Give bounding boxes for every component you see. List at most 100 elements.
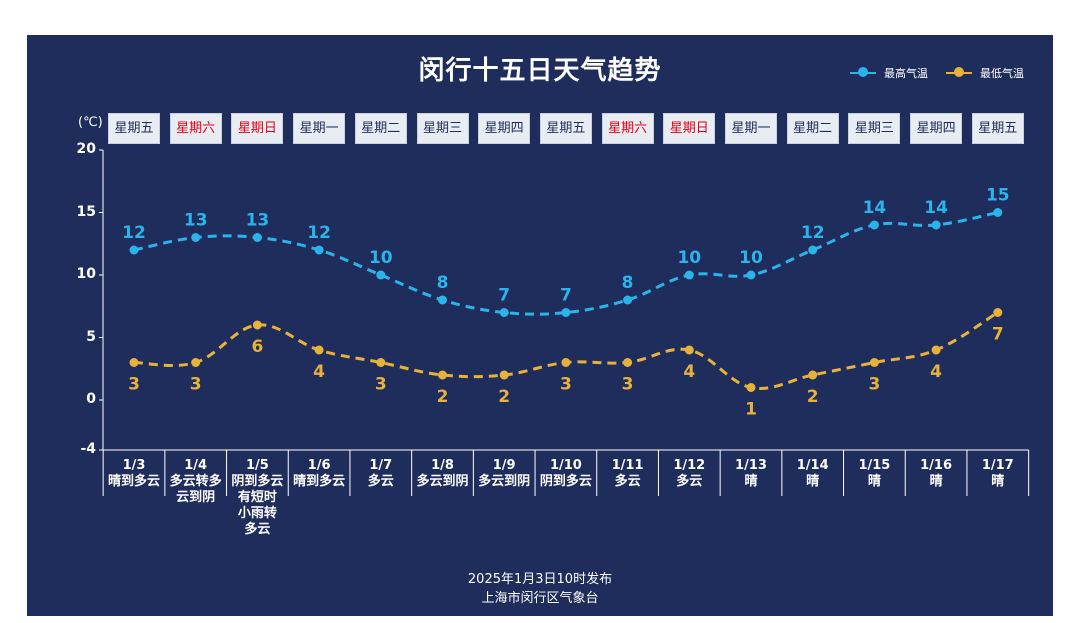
point-low: [499, 370, 509, 380]
data-label-low: 4: [930, 362, 942, 382]
x-category: 1/15 晴: [843, 458, 905, 490]
point-high: [623, 295, 633, 305]
point-high: [931, 220, 941, 230]
data-label-high: 8: [622, 273, 634, 293]
x-category: 1/10 阴到多云: [535, 458, 597, 490]
weather-description: 晴到多云: [107, 474, 160, 489]
point-low: [314, 345, 324, 355]
weekday-label: 星期一: [725, 113, 777, 144]
x-tick-label: 1/6: [307, 458, 331, 473]
legend-high-label: 最高气温: [884, 67, 928, 80]
data-label-high: 10: [739, 248, 763, 268]
data-label-low: 6: [251, 337, 263, 357]
weather-description: 晴: [991, 474, 1005, 489]
x-category: 1/14 晴: [782, 458, 844, 490]
y-tick-label: 20: [76, 141, 96, 157]
series-line-high: [133, 211, 999, 316]
point-low: [746, 383, 756, 392]
y-tick-label: 5: [86, 328, 96, 345]
data-label-high: 12: [307, 223, 331, 243]
data-label-high: 13: [246, 211, 270, 231]
point-low: [129, 358, 139, 367]
point-low: [376, 358, 386, 367]
x-category: 1/12 多云: [658, 458, 720, 490]
weekday-label: 星期六: [601, 113, 654, 144]
weekday-label: 星期二: [354, 113, 407, 144]
weather-description: 多云: [614, 474, 641, 489]
weekday-label: 星期六: [169, 113, 222, 144]
x-tick-label: 1/11: [611, 458, 644, 473]
point-high: [499, 308, 509, 317]
weather-description: 晴: [929, 474, 943, 489]
point-low: [684, 345, 694, 355]
data-label-high: 12: [801, 223, 825, 243]
x-category: 1/17 晴: [967, 458, 1029, 490]
weather-description: 多云到阴: [478, 474, 531, 489]
weekday-label: 星期三: [416, 113, 469, 144]
point-low: [561, 358, 571, 367]
weather-description: 晴到多云: [293, 474, 346, 489]
data-label-low: 3: [375, 375, 387, 395]
weekday-label: 星期三: [848, 113, 901, 144]
x-category: 1/11 多云: [597, 458, 659, 490]
point-high: [191, 233, 201, 242]
weather-description: 多云到阴: [416, 474, 469, 489]
y-tick-label: 15: [76, 203, 96, 220]
data-label-high: 7: [498, 286, 510, 306]
weather-description: 晴: [806, 474, 820, 489]
data-label-high: 7: [560, 286, 572, 306]
point-low: [252, 320, 262, 330]
data-label-low: 1: [745, 400, 757, 420]
point-low: [191, 358, 201, 367]
point-high: [869, 220, 879, 230]
point-low: [808, 370, 818, 380]
point-high: [129, 245, 139, 255]
data-label-low: 3: [128, 375, 140, 395]
x-tick-label: 1/14: [796, 458, 829, 473]
point-high: [684, 270, 694, 280]
data-label-low: 2: [437, 387, 449, 407]
legend-low-dot: [954, 67, 964, 77]
chart-title: 闵行十五日天气趋势: [418, 56, 662, 86]
x-tick-label: 1/9: [492, 458, 516, 473]
x-category: 1/3 晴到多云: [103, 458, 165, 490]
data-label-low: 3: [560, 375, 572, 395]
publisher: 上海市闵行区气象台: [481, 591, 599, 606]
legend-high-dot: [858, 67, 868, 77]
weekday-label: 星期一: [293, 113, 346, 144]
data-label-high: 14: [863, 198, 887, 218]
x-category: 1/16 晴: [905, 458, 967, 490]
point-low: [931, 345, 941, 355]
x-category: 1/9 多云到阴: [473, 458, 535, 490]
data-label-high: 15: [986, 186, 1010, 206]
y-axis-unit: (℃): [78, 115, 103, 130]
x-tick-label: 1/13: [735, 458, 767, 473]
weekday-label: 星期五: [539, 113, 592, 144]
data-label-low: 4: [683, 362, 695, 382]
legend-low-label: 最低气温: [980, 67, 1024, 80]
weekday-label: 星期五: [971, 113, 1024, 144]
point-high: [438, 295, 447, 305]
weather-description: 阴到多云: [539, 474, 592, 489]
data-label-low: 3: [190, 375, 202, 395]
x-category: 1/13 晴: [720, 458, 782, 490]
data-label-high: 13: [184, 211, 208, 231]
point-high: [808, 245, 818, 255]
weather-description: 多云: [676, 474, 703, 489]
point-high: [252, 233, 262, 242]
x-tick-label: 1/17: [981, 458, 1014, 473]
x-category: 1/8 多云到阴: [412, 458, 474, 490]
point-high: [376, 270, 386, 280]
x-tick-label: 1/7: [369, 458, 393, 473]
data-label-high: 12: [122, 223, 146, 243]
x-tick-label: 1/10: [549, 458, 582, 473]
footer: 2025年1月3日10时发布 上海市闵行区气象台: [0, 570, 1080, 608]
weekday-label: 星期日: [663, 113, 716, 144]
publish-time: 2025年1月3日10时发布: [467, 572, 613, 587]
point-low: [993, 308, 1003, 317]
x-tick-label: 1/16: [920, 458, 953, 473]
data-label-high: 10: [677, 248, 701, 268]
y-tick-label: 10: [76, 266, 96, 282]
weekday-label: 星期二: [786, 113, 839, 144]
